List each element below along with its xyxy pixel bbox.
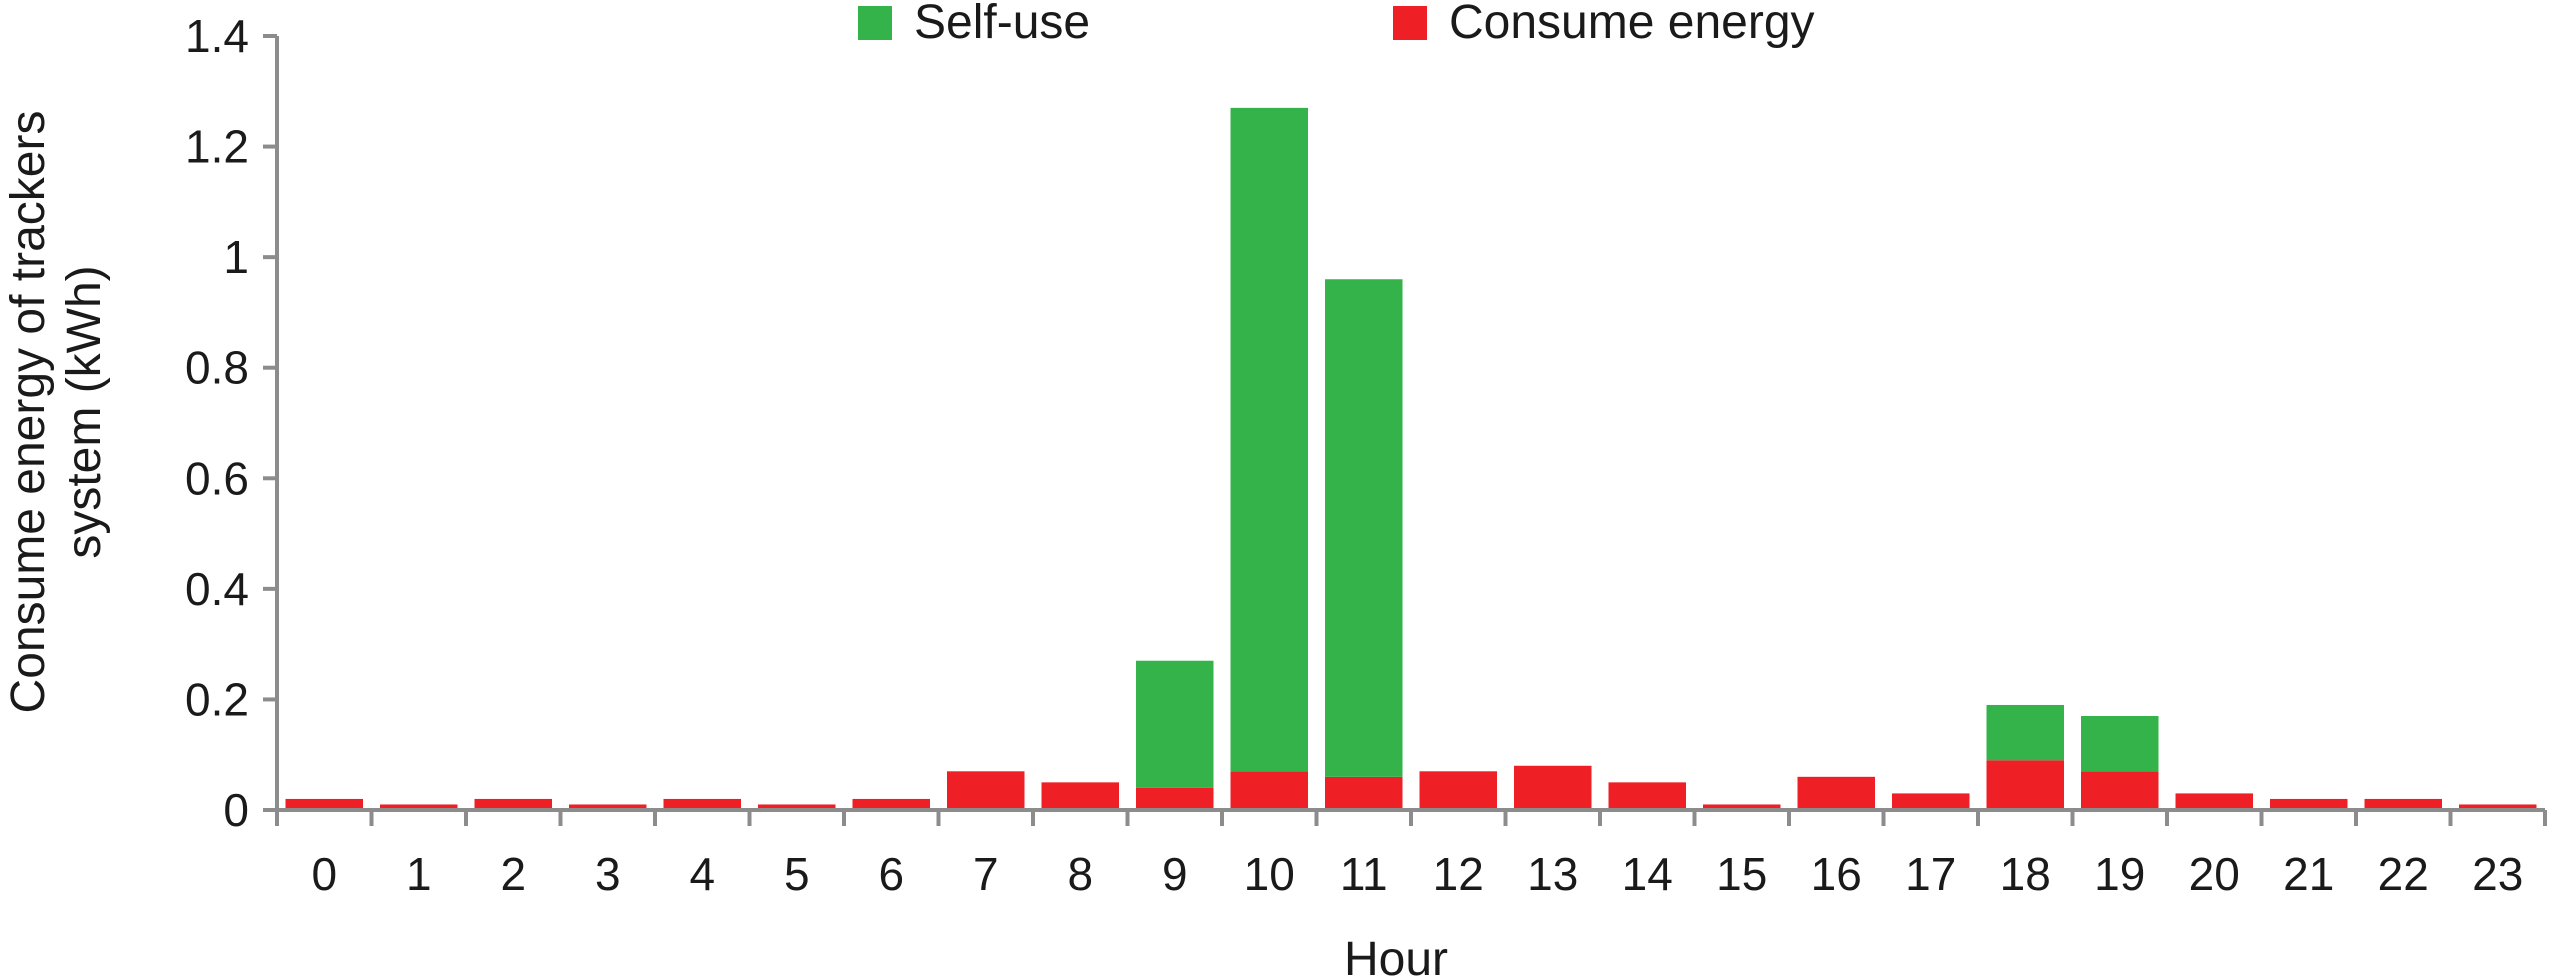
y-tick-label-1.4: 1.4 [185,10,249,62]
x-tick-label-1: 1 [406,848,432,900]
bar-consume-energy-12 [1419,771,1497,810]
x-tick-label-7: 7 [973,848,999,900]
bar-consume-energy-8 [1041,782,1119,810]
bar-consume-energy-4 [663,798,741,810]
x-tick-label-18: 18 [2000,848,2051,900]
x-tick-label-10: 10 [1244,848,1295,900]
bar-consume-energy-14 [1608,782,1686,810]
bar-consume-energy-22 [2364,798,2442,810]
bar-self-use-11 [1325,279,1403,777]
bar-consume-energy-6 [852,798,930,810]
y-axis-title-line1: Consume energy of trackers [2,111,55,714]
bar-consume-energy-13 [1514,765,1592,810]
x-tick-label-3: 3 [595,848,621,900]
x-tick-label-15: 15 [1716,848,1767,900]
y-tick-label-0.6: 0.6 [185,452,249,504]
legend-swatch-consume-energy [1393,6,1427,40]
y-axis-title-line2: system (kWh) [58,265,111,558]
x-tick-label-14: 14 [1622,848,1673,900]
x-tick-label-20: 20 [2189,848,2240,900]
bar-consume-energy-7 [947,771,1025,810]
x-tick-label-16: 16 [1811,848,1862,900]
x-tick-label-2: 2 [500,848,526,900]
bar-consume-energy-1 [380,804,458,810]
bar-consume-energy-5 [758,804,836,810]
bar-consume-energy-20 [2175,793,2253,810]
bar-consume-energy-21 [2270,798,2348,810]
x-tick-label-6: 6 [878,848,904,900]
y-tick-label-1.2: 1.2 [185,121,249,173]
bars-layer [285,107,2537,810]
y-tick-label-1: 1 [223,231,249,283]
bar-consume-energy-18 [1986,760,2064,810]
bar-consume-energy-15 [1703,804,1781,810]
y-tick-label-0.8: 0.8 [185,342,249,394]
x-tick-label-8: 8 [1067,848,1093,900]
bar-self-use-19 [2081,716,2159,772]
x-tick-label-19: 19 [2094,848,2145,900]
x-axis-title: Hour [1344,933,1448,979]
bar-consume-energy-16 [1797,776,1875,810]
bar-self-use-10 [1230,107,1308,772]
x-tick-label-22: 22 [2378,848,2429,900]
x-tick-label-0: 0 [311,848,337,900]
y-tick-label-0: 0 [223,784,249,836]
x-tick-label-11: 11 [1340,848,1388,900]
legend-label-self-use: Self-use [914,0,1090,49]
bar-consume-energy-23 [2459,804,2537,810]
bar-consume-energy-3 [569,804,647,810]
axes-layer [263,34,2547,826]
legend: Self-use Consume energy [858,0,1815,49]
x-tick-label-21: 21 [2283,848,2334,900]
bar-consume-energy-9 [1136,787,1214,810]
bar-self-use-9 [1136,660,1214,788]
legend-label-consume-energy: Consume energy [1449,0,1815,49]
bar-consume-energy-10 [1230,771,1308,810]
bar-consume-energy-17 [1892,793,1970,810]
bar-consume-energy-0 [285,798,363,810]
x-tick-label-13: 13 [1527,848,1578,900]
bar-self-use-18 [1986,704,2064,761]
x-tick-label-4: 4 [689,848,715,900]
x-tick-label-5: 5 [784,848,810,900]
bar-consume-energy-11 [1325,776,1403,810]
x-tick-label-12: 12 [1433,848,1484,900]
bar-consume-energy-19 [2081,771,2159,810]
legend-swatch-self-use [858,6,892,40]
x-tick-label-23: 23 [2472,848,2523,900]
labels-layer: 00.20.40.60.811.21.40 1 2 3 4 5 6 7 8 9 10 11 12 13 14… [185,10,2523,900]
y-tick-label-0.2: 0.2 [185,673,249,725]
x-tick-label-17: 17 [1905,848,1956,900]
y-tick-label-0.4: 0.4 [185,563,249,615]
x-tick-label-9: 9 [1162,848,1188,900]
bar-consume-energy-2 [474,798,552,810]
